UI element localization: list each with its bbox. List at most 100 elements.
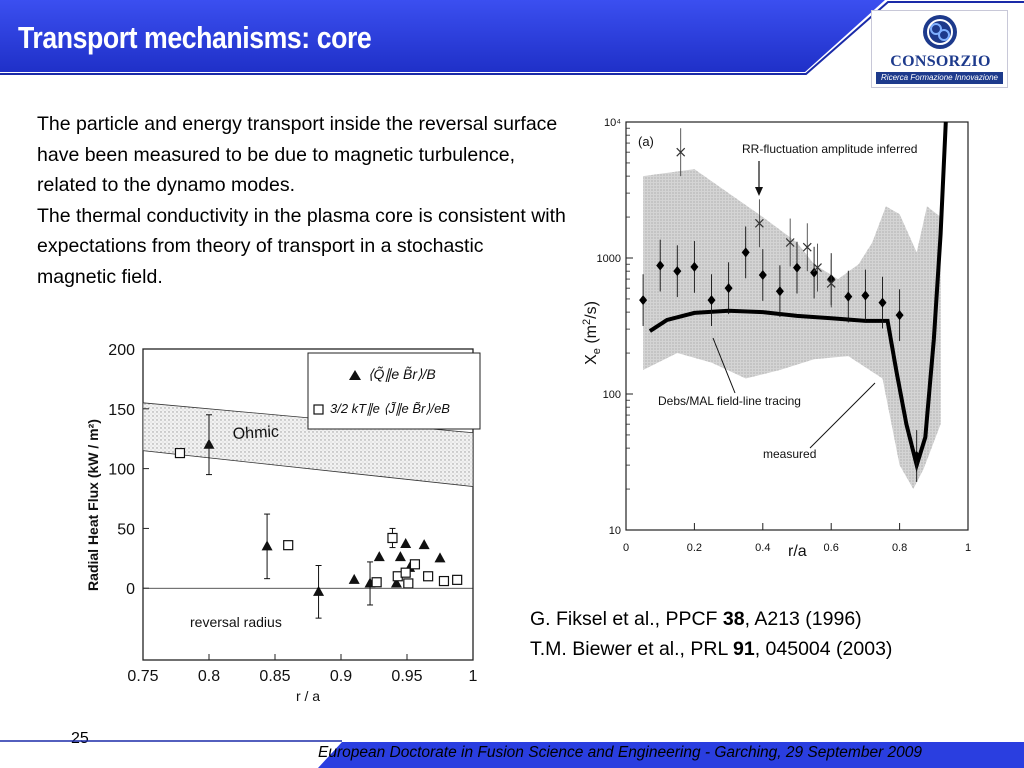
- body-paragraph-2: The thermal conductivity in the plasma c…: [37, 204, 566, 288]
- data-point-square: [423, 571, 434, 582]
- slide-title: Transport mechanisms: core: [18, 20, 372, 55]
- x-tick-label: 0: [623, 542, 629, 554]
- data-point-square: [371, 577, 382, 588]
- data-point-diamond: [878, 297, 887, 308]
- data-point-square: [409, 559, 421, 570]
- data-point-square: [403, 578, 414, 589]
- header-band: [0, 0, 1024, 75]
- data-point-triangle: [390, 577, 402, 588]
- reference-2: T.M. Biewer et al., PRL 91, 045004 (2003…: [530, 634, 892, 664]
- data-point-x: [785, 238, 795, 247]
- data-point-triangle: [261, 540, 273, 551]
- data-point-x: [826, 279, 836, 288]
- y-tick-label: 100: [108, 462, 135, 479]
- y-tick-label: 150: [108, 402, 135, 419]
- data-point-diamond: [844, 291, 853, 302]
- y-tick-label: 10: [609, 525, 621, 537]
- data-point-square: [174, 447, 186, 459]
- data-point-diamond: [707, 295, 716, 306]
- legend-entry-2: 3/2 kT∥e ⟨J̃∥e B̃r⟩/eB: [330, 401, 450, 416]
- data-point-diamond: [912, 451, 921, 462]
- panel-label: (a): [638, 134, 654, 149]
- references: G. Fiksel et al., PPCF 38, A213 (1996) T…: [530, 604, 892, 664]
- x-tick-label: 0.95: [391, 668, 422, 685]
- x-tick-label: 0.2: [687, 542, 702, 554]
- reference-1-prefix: G. Fiksel et al., PPCF: [530, 608, 723, 630]
- y-tick-label: 1000: [597, 253, 621, 265]
- data-point-diamond: [793, 262, 801, 273]
- debs-arrow: [712, 337, 736, 394]
- data-point-diamond: [895, 310, 904, 321]
- footer-band: [0, 740, 1024, 768]
- footer-text: European Doctorate in Fusion Science and…: [318, 744, 923, 761]
- y-axis-label: Radial Heat Flux (kW / m²): [85, 419, 101, 591]
- rr-annotation: RR-fluctuation amplitude inferred: [742, 142, 917, 156]
- page-number: 25: [71, 730, 89, 747]
- consorzio-rfx-logo: CONSORZIO RFX Ricerca Formazione Innovaz…: [871, 10, 1008, 88]
- data-point-triangle: [313, 585, 325, 596]
- data-point-diamond: [861, 290, 870, 301]
- data-point-triangle: [418, 539, 430, 550]
- x-tick-label: 1: [469, 668, 478, 685]
- legend-entry-1: ⟨Q̃∥e B̃r⟩/B: [368, 366, 436, 382]
- measured-annotation: measured: [763, 447, 816, 461]
- x-axis-label: r / a: [296, 688, 320, 704]
- data-point-square: [438, 575, 450, 587]
- x-axis-label: r/a: [788, 543, 807, 560]
- legend: ⟨Q̃∥e B̃r⟩/B 3/2 kT∥e ⟨J̃∥e B̃r⟩/eB: [307, 352, 481, 430]
- reference-2-prefix: T.M. Biewer et al., PRL: [530, 638, 734, 660]
- logo-emblem-icon: [923, 15, 957, 49]
- x-tick-label: 0.8: [892, 542, 907, 554]
- data-point-triangle: [203, 438, 215, 449]
- data-point-diamond: [673, 266, 682, 277]
- body-text: The particle and energy transport inside…: [37, 109, 567, 292]
- y-tick-label: 0: [126, 581, 135, 598]
- data-point-triangle: [348, 573, 360, 584]
- x-tick-label: 0.8: [198, 668, 220, 685]
- reference-2-volume: 91: [733, 638, 755, 660]
- legend-triangle-marker: [349, 370, 361, 380]
- y-tick-label: 50: [117, 521, 135, 538]
- y-tick-label: 200: [108, 342, 135, 359]
- x-tick-label: 0.9: [330, 668, 352, 685]
- thermal-conductivity-figure: 10 100 1000 10⁴ 0 0.2 0.4 0.6 0.8 1 (a) RR-fluct…: [581, 117, 971, 560]
- legend-square-marker: [313, 404, 324, 415]
- data-point-triangle: [373, 551, 385, 562]
- x-tick-label: 1: [965, 542, 971, 554]
- data-point-diamond: [758, 269, 767, 280]
- heat-flux-figure: 0 50 100 150 200 0.75 0.8 0.85 0.9 0.95 1 Ohmic r…: [85, 342, 481, 704]
- ohmic-band-label: Ohmic: [232, 424, 279, 443]
- data-point-x: [754, 218, 764, 228]
- uncertainty-band: [643, 169, 941, 490]
- data-point-square: [283, 540, 294, 551]
- x-tick-label: 0.6: [824, 542, 839, 554]
- rr-arrow-head: [755, 187, 763, 196]
- data-point-square: [387, 532, 398, 544]
- x-tick-label: 0.75: [127, 668, 158, 685]
- reference-1: G. Fiksel et al., PPCF 38, A213 (1996): [530, 604, 892, 634]
- measured-arrow: [809, 382, 876, 449]
- x-tick-label: 0.85: [259, 668, 290, 685]
- data-point-x: [813, 263, 822, 273]
- data-point-square: [400, 567, 411, 578]
- body-paragraph-1: The particle and energy transport inside…: [37, 113, 558, 196]
- data-point-diamond: [690, 261, 699, 272]
- x-tick-label: 0.4: [755, 542, 770, 554]
- data-point-x: [802, 242, 812, 252]
- data-point-diamond: [775, 286, 784, 297]
- reference-2-suffix: , 045004 (2003): [754, 638, 893, 660]
- data-point-diamond: [724, 283, 733, 294]
- data-point-diamond: [810, 267, 819, 278]
- y-tick-label: 100: [603, 389, 621, 401]
- y-tick-label: 10⁴: [604, 117, 621, 129]
- reversal-radius-label: reversal radius: [190, 614, 282, 630]
- data-point-diamond: [639, 295, 648, 306]
- data-point-diamond: [741, 247, 750, 258]
- data-point-x: [676, 147, 686, 157]
- reference-1-volume: 38: [722, 608, 745, 630]
- data-point-triangle: [400, 537, 412, 548]
- y-axis-label: Xe (m2/s): [581, 301, 603, 365]
- data-point-triangle: [434, 552, 446, 563]
- debs-annotation: Debs/MAL field-line tracing: [658, 394, 801, 408]
- logo-tagline: Ricerca Formazione Innovazione: [876, 72, 1003, 84]
